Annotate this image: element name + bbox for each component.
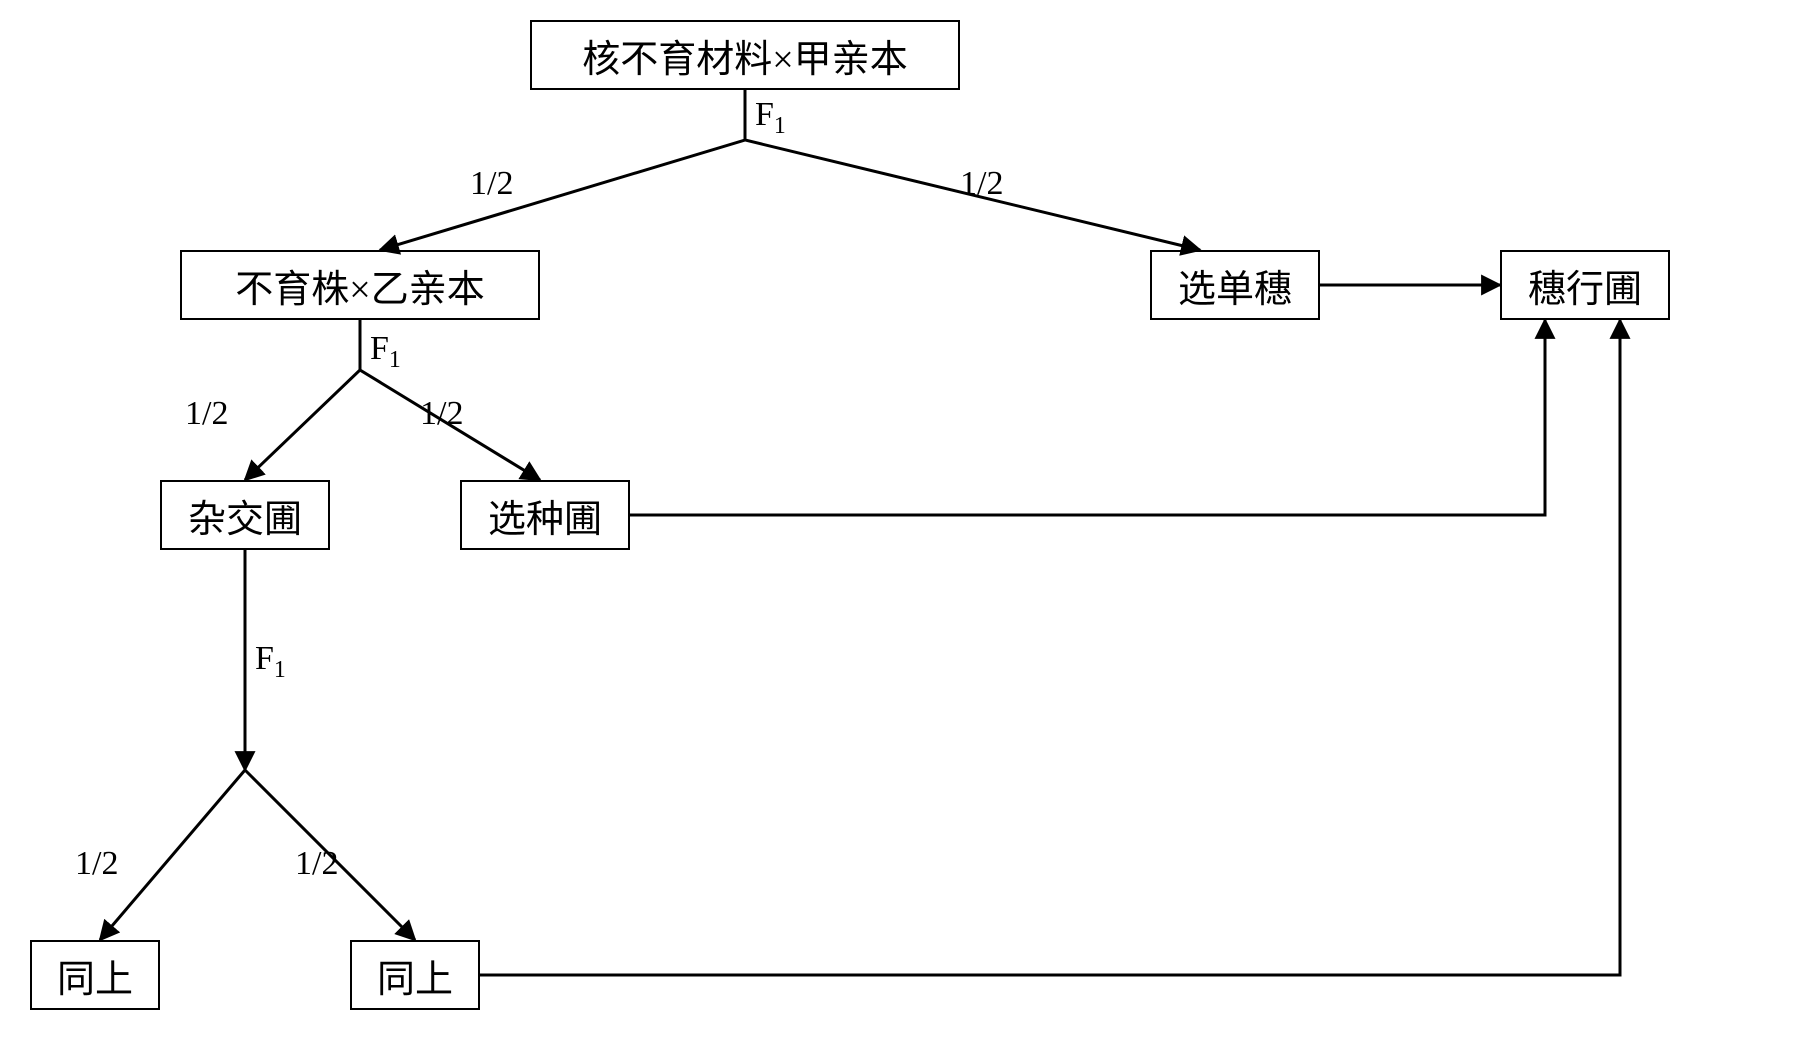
label-f1-top: F1 bbox=[755, 96, 786, 140]
node-label: 核不育材料×甲亲本 bbox=[582, 28, 907, 83]
node-label: 杂交圃 bbox=[188, 488, 302, 543]
label-half-mid-right: 1/2 bbox=[420, 395, 463, 433]
node-label: 选种圃 bbox=[488, 488, 602, 543]
node-hybrid-nursery: 杂交圃 bbox=[160, 480, 330, 550]
node-label: 同上 bbox=[377, 948, 453, 1003]
node-same-above-right: 同上 bbox=[350, 940, 480, 1010]
label-half-bot-right: 1/2 bbox=[295, 845, 338, 883]
label-f1-mid: F1 bbox=[370, 330, 401, 374]
label-half-top-right: 1/2 bbox=[960, 165, 1003, 203]
node-select-ear: 选单穗 bbox=[1150, 250, 1320, 320]
node-label: 选单穗 bbox=[1178, 258, 1292, 313]
node-label: 不育株×乙亲本 bbox=[235, 258, 484, 313]
node-label: 同上 bbox=[57, 948, 133, 1003]
node-ear-row-nursery: 穗行圃 bbox=[1500, 250, 1670, 320]
label-half-top-left: 1/2 bbox=[470, 165, 513, 203]
node-root-cross: 核不育材料×甲亲本 bbox=[530, 20, 960, 90]
label-half-mid-left: 1/2 bbox=[185, 395, 228, 433]
label-f1-low: F1 bbox=[255, 640, 286, 684]
node-label: 穗行圃 bbox=[1528, 258, 1642, 313]
node-same-above-left: 同上 bbox=[30, 940, 160, 1010]
node-sterile-cross: 不育株×乙亲本 bbox=[180, 250, 540, 320]
label-half-bot-left: 1/2 bbox=[75, 845, 118, 883]
node-selection-nursery: 选种圃 bbox=[460, 480, 630, 550]
